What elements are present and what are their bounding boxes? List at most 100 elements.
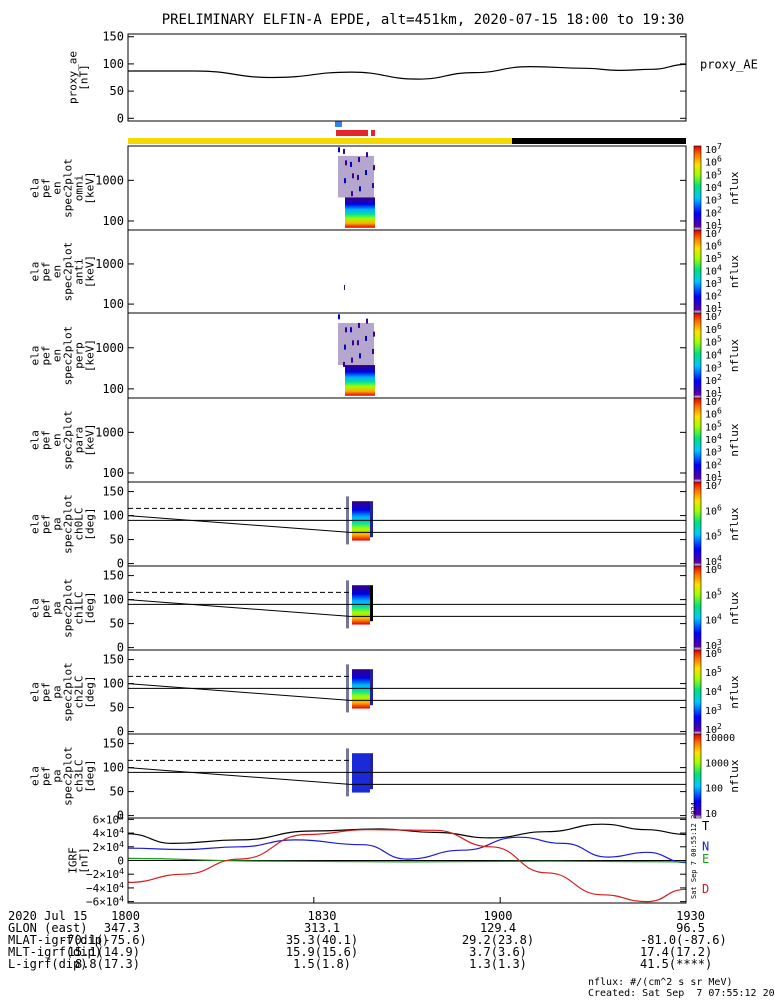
y-axis-label: ch1LC: [73, 591, 86, 624]
y-tick-label: 1000: [95, 425, 124, 439]
colorbar-label: nflux: [728, 423, 741, 456]
pa-edge: [370, 753, 373, 790]
chart-title: PRELIMINARY ELFIN-A EPDE, alt=451km, 202…: [162, 12, 685, 28]
created-note: Created: Sat Sep 7 07:55:12 2024: [588, 988, 775, 999]
colorbar: [693, 649, 702, 735]
y-axis-label: [deg]: [84, 675, 97, 708]
colorbar-tick-label: 100: [705, 784, 723, 795]
ephemeris-value: 96.5: [676, 921, 705, 935]
y-axis-label: pa: [51, 685, 64, 698]
y-axis-label: [deg]: [84, 507, 97, 540]
flux-pixel: [372, 183, 374, 189]
legend-T: T: [702, 819, 709, 833]
y-axis-label: [keV]: [84, 339, 97, 372]
ephemeris-value: 29.2(23.8): [461, 933, 535, 947]
y-axis-label: ch0LC: [73, 507, 86, 540]
flux-pixel: [357, 340, 359, 346]
y-tick-label: −4×104: [86, 880, 124, 895]
y-axis-label: ela: [29, 766, 42, 786]
y-axis-label: pef: [40, 262, 53, 282]
panel-perp: 1000100elapefenspec2plotperp[keV]1071061…: [29, 309, 742, 401]
colorbar: [693, 481, 702, 567]
y-tick-label: 50: [110, 533, 124, 547]
ephemeris-value: 15.1(14.9): [67, 945, 140, 959]
time-stamp: Sat Sep 7 00:55:12 2024: [690, 802, 698, 899]
panel-ch0LC: 150100500elapefpaspec2plotch0LC[deg]1071…: [29, 478, 742, 571]
y-tick-label: 0: [117, 855, 124, 868]
flux-pixel: [358, 322, 360, 328]
series-label: proxy_AE: [700, 57, 758, 71]
flux-pixel: [344, 344, 346, 350]
flux-pixel: [351, 191, 353, 197]
y-tick-label: 2×104: [93, 839, 125, 854]
y-tick-label: 150: [102, 737, 124, 751]
loss-cone-line: [127, 515, 351, 533]
y-tick-label: 100: [102, 214, 124, 228]
flux-pixel: [366, 318, 368, 324]
flux-pixel: [352, 173, 354, 179]
y-tick-label: 100: [102, 466, 124, 480]
flux-pixel: [351, 357, 353, 363]
colorbar-tick-label: 104: [705, 684, 722, 699]
flux-pixel: [350, 161, 352, 167]
y-tick-label: 100: [102, 677, 124, 691]
panel-frame: [127, 649, 687, 735]
colorbar-tick-label: 103: [705, 703, 722, 718]
y-tick-label: 100: [102, 593, 124, 607]
y-axis-label: proxy_ae: [67, 51, 80, 104]
panel-frame: [127, 145, 687, 231]
y-axis-label: pa: [51, 769, 64, 782]
colorbar: [693, 733, 702, 819]
series-line-D: [127, 829, 687, 903]
panel-frame: [127, 565, 687, 651]
colorbar-tick-label: 104: [705, 612, 722, 627]
ephemeris-label: 2020 Jul 15: [8, 909, 88, 923]
science-zone-marker: [371, 130, 375, 136]
colorbar: [693, 397, 702, 483]
status-bars: [128, 121, 686, 144]
y-tick-label: 100: [102, 297, 124, 311]
colorbar-label: nflux: [728, 675, 741, 708]
flux-spectrum: [345, 197, 375, 228]
ephemeris-value: 8.8(17.3): [74, 957, 140, 971]
y-axis-label: omni: [73, 175, 86, 202]
loss-cone-line: [127, 767, 351, 785]
y-tick-label: 50: [110, 785, 124, 799]
colorbar-label: nflux: [728, 339, 741, 372]
y-axis-label: [deg]: [84, 591, 97, 624]
panel-anti: 1000100elapefenspec2plotanti[keV]1071061…: [29, 226, 742, 316]
colorbar-tick-label: 105: [705, 528, 722, 543]
y-axis-label: spec2plot: [62, 578, 75, 638]
colorbar-label: nflux: [728, 591, 741, 624]
ephemeris-value: -70.1(-75.6): [60, 933, 147, 947]
pa-edge: [370, 669, 373, 706]
legend-N: N: [702, 839, 709, 853]
y-tick-label: 6×104: [93, 812, 125, 827]
y-axis-label: ela: [29, 262, 42, 282]
y-axis-label: spec2plot: [62, 242, 75, 302]
panel-ch2LC: 150100500elapefpaspec2plotch2LC[deg]1061…: [29, 646, 742, 739]
y-tick-label: 1000: [95, 257, 124, 271]
y-tick-label: −2×104: [86, 867, 124, 882]
y-axis-label: ch3LC: [73, 759, 86, 792]
y-axis-label: spec2plot: [62, 494, 75, 554]
y-tick-label: 100: [102, 761, 124, 775]
panel-para: 1000100elapefenspec2plotpara[keV]1071061…: [29, 394, 742, 485]
night-bar: [512, 138, 686, 144]
y-axis-label: pef: [40, 598, 53, 618]
science-zone-marker: [336, 130, 368, 136]
y-axis-label: ela: [29, 514, 42, 534]
ephemeris-value: 347.3: [103, 921, 140, 935]
flux-pixel: [359, 353, 361, 359]
flux-noise: [338, 155, 374, 198]
colorbar-tick-label: 10000: [705, 733, 735, 744]
y-tick-label: 1000: [95, 341, 124, 355]
y-tick-label: 100: [102, 509, 124, 523]
y-axis-label: ela: [29, 178, 42, 198]
y-axis-label: pef: [40, 682, 53, 702]
panel-frame: [127, 312, 687, 399]
flux-pixel: [344, 284, 345, 290]
flux-pixel: [373, 331, 375, 337]
y-axis-label: ch2LC: [73, 675, 86, 708]
